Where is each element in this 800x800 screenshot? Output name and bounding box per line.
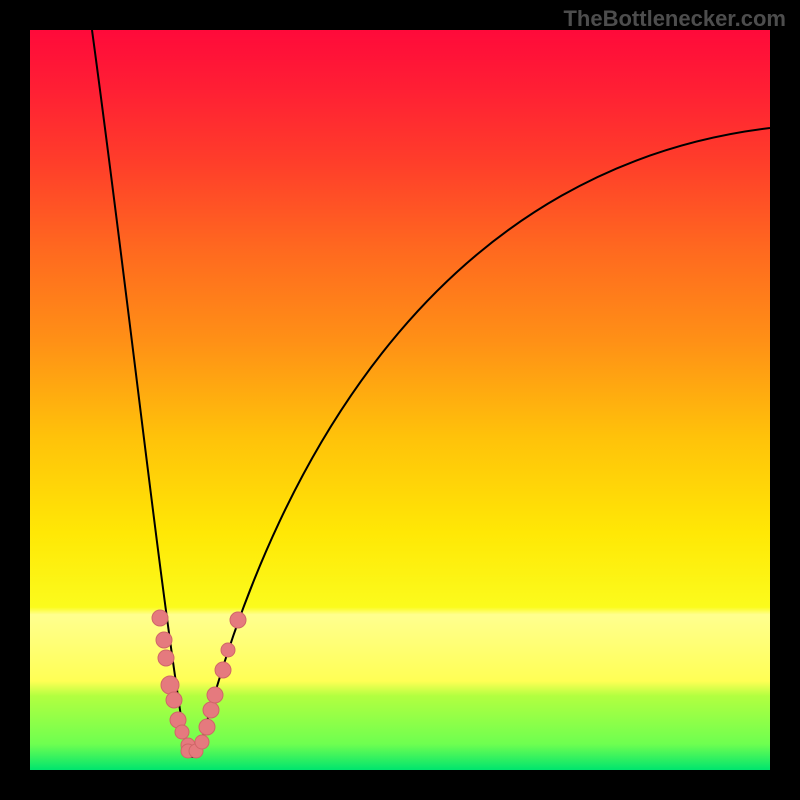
marker-dot xyxy=(221,643,235,657)
marker-dot xyxy=(195,735,209,749)
chart-root: TheBottlenecker.com xyxy=(0,0,800,800)
marker-dot xyxy=(152,610,168,626)
marker-dot xyxy=(158,650,174,666)
marker-dot xyxy=(166,692,182,708)
plot-area xyxy=(30,30,770,770)
marker-dot xyxy=(161,676,179,694)
gradient-background xyxy=(30,30,770,770)
marker-dot xyxy=(215,662,231,678)
marker-dot xyxy=(199,719,215,735)
marker-dot xyxy=(203,702,219,718)
watermark: TheBottlenecker.com xyxy=(563,6,786,32)
marker-dot xyxy=(156,632,172,648)
marker-dot xyxy=(175,725,189,739)
plot-svg xyxy=(30,30,770,770)
marker-dot xyxy=(230,612,246,628)
marker-dot xyxy=(207,687,223,703)
